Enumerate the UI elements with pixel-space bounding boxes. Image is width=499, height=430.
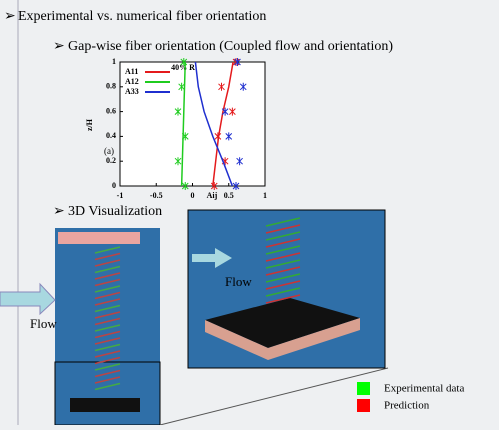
image-plate <box>70 398 140 412</box>
bullet-arrow: ➢ <box>4 9 16 24</box>
bullet-arrow: ➢ <box>53 204 65 219</box>
legend-label: A33 <box>125 87 139 96</box>
y-tick-label: 0.6 <box>106 106 116 115</box>
y-tick-label: 0.8 <box>106 82 116 91</box>
bullet-text: 3D Visualization <box>68 204 162 219</box>
annotation: 40% R <box>171 63 195 72</box>
legend-label: A11 <box>125 67 138 76</box>
bullet-text: Gap-wise fiber orientation (Coupled flow… <box>68 39 393 54</box>
legend-label: Prediction <box>384 400 430 412</box>
flow-label: Flow <box>30 316 57 331</box>
bullet-arrow: ➢ <box>53 39 65 54</box>
x-axis-label: Aij <box>207 191 218 200</box>
x-tick-label: -0.5 <box>150 191 163 200</box>
x-tick-label: 0.5 <box>224 191 234 200</box>
plot-frame <box>120 62 265 186</box>
y-tick-label: 0.4 <box>106 131 116 140</box>
y-axis-label: z/H <box>85 118 94 131</box>
y-tick-label: 0.2 <box>106 156 116 165</box>
legend-label: Experimental data <box>384 383 464 395</box>
flow-label: Flow <box>225 274 252 289</box>
y-tick-label: 1 <box>112 57 116 66</box>
bullet-text: Experimental vs. numerical fiber orienta… <box>18 9 266 24</box>
legend-label: A12 <box>125 77 139 86</box>
x-tick-label: -1 <box>117 191 124 200</box>
image-left <box>55 228 160 425</box>
slide: ➢ Experimental vs. numerical fiber orien… <box>0 0 499 425</box>
legend-swatch <box>357 399 370 412</box>
x-tick-label: 0 <box>191 191 195 200</box>
zoom-line <box>160 368 388 425</box>
legend-swatch <box>357 382 370 395</box>
y-tick-label: 0 <box>112 181 116 190</box>
image-plate <box>58 232 140 244</box>
panel-label: (a) <box>104 146 114 156</box>
x-tick-label: 1 <box>263 191 267 200</box>
flow-arrow <box>0 284 55 314</box>
